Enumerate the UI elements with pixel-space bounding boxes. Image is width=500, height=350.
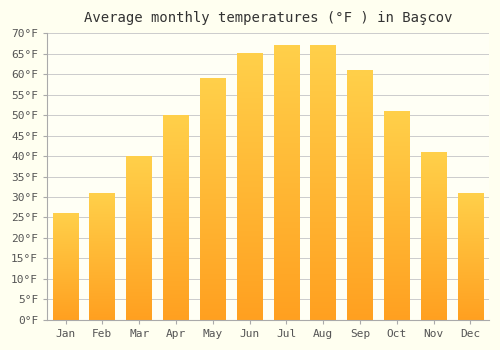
Title: Average monthly temperatures (°F ) in Başcov: Average monthly temperatures (°F ) in Ba…: [84, 11, 452, 25]
